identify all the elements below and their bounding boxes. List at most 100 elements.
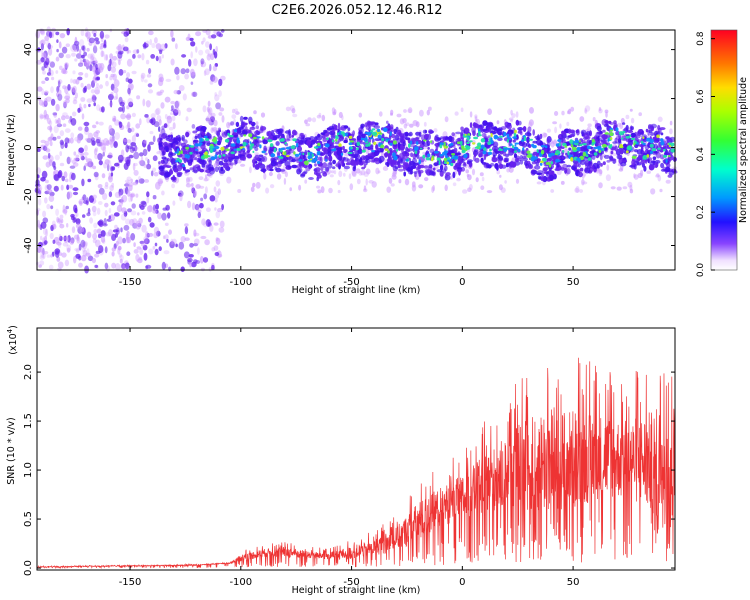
spectrogram-cell xyxy=(450,162,454,167)
spectrogram-cell xyxy=(214,145,220,150)
spectrogram-cell xyxy=(423,142,430,147)
spectrogram-cell xyxy=(145,100,151,108)
spectrogram-cell xyxy=(276,151,281,156)
spectrogram-cell xyxy=(481,176,485,182)
spectrogram-cell xyxy=(158,161,161,165)
spectrogram-cell xyxy=(343,139,348,144)
spectrogram-cell xyxy=(490,137,493,143)
spectrogram-cell xyxy=(631,159,636,166)
spectrogram-cell xyxy=(616,186,622,191)
spectrogram-cell xyxy=(583,133,590,140)
spectrogram-cell xyxy=(169,241,175,249)
spectrogram-cell xyxy=(444,165,448,172)
spectrogram-cell xyxy=(56,48,59,53)
spectrogram-cell xyxy=(368,180,374,184)
spectrogram-cell xyxy=(62,209,68,214)
spectrogram-cell xyxy=(230,151,235,155)
spectrogram-cell xyxy=(43,90,49,95)
spectrogram-cell xyxy=(58,252,63,256)
spectrogram-cell xyxy=(661,138,664,142)
spectrogram-cell xyxy=(215,237,219,242)
spectrogram-cell xyxy=(109,58,112,66)
spectrogram-cell xyxy=(95,138,101,144)
spectrogram-cell xyxy=(114,232,118,238)
spectrogram-cell xyxy=(398,168,404,172)
spectrogram-cell xyxy=(93,171,99,178)
spectrogram-cell xyxy=(197,247,200,255)
spectrogram-cell xyxy=(132,181,138,186)
snr-series-line xyxy=(36,357,676,570)
spectrogram-cell xyxy=(250,143,255,147)
spectrogram-cell xyxy=(466,142,470,145)
spectrogram-cell xyxy=(157,178,164,185)
spectrogram-cell xyxy=(176,75,180,81)
spectrogram-cell xyxy=(255,121,259,126)
spectrogram-cell xyxy=(622,186,628,190)
spectrogram-cell xyxy=(373,141,377,145)
spectrogram-cell xyxy=(181,54,187,58)
spectrogram-cell xyxy=(80,254,87,262)
spectrogram-cell xyxy=(369,130,374,133)
spectrogram-cell xyxy=(83,127,90,135)
spectrogram-cell xyxy=(150,113,156,119)
spectrogram-cell xyxy=(74,48,78,52)
spectrogram-cell xyxy=(260,168,267,172)
spectrogram-cell xyxy=(235,111,240,115)
spectrogram-cell xyxy=(92,165,97,170)
spectrogram-cell xyxy=(669,120,673,126)
spectrogram-cell xyxy=(519,159,524,165)
spectrogram-cell xyxy=(222,154,226,157)
spectrogram-cell xyxy=(94,86,100,95)
spectrogram-cell xyxy=(596,125,602,132)
spectrogram-cell xyxy=(305,137,311,141)
spectrogram-cell xyxy=(108,176,113,180)
spectrogram-cell xyxy=(609,144,613,148)
spectrogram-cell xyxy=(50,98,56,106)
spectrogram-cell xyxy=(348,142,353,146)
spectrogram-cell xyxy=(566,164,572,168)
spectrogram-cell xyxy=(102,239,106,245)
spectrogram-cell xyxy=(455,131,462,135)
spectrogram-cell xyxy=(92,76,96,82)
spectrogram-cell xyxy=(38,264,42,268)
spectrogram-cell xyxy=(178,109,181,116)
spectrogram-cell xyxy=(163,250,170,255)
spectrogram-cell xyxy=(156,151,162,155)
spectrogram-cell xyxy=(586,145,591,150)
spectrogram-cell xyxy=(532,151,539,156)
spectrogram-cell xyxy=(381,137,385,142)
spectrogram-cell xyxy=(294,153,300,157)
spectrogram-cell xyxy=(310,139,317,144)
spectrogram-cell xyxy=(214,94,220,102)
spectrogram-cell xyxy=(480,185,485,190)
spectrogram-cell xyxy=(649,138,654,144)
spectrogram-cell xyxy=(221,115,225,123)
spectrogram-cell xyxy=(477,151,484,155)
spectrogram-cell xyxy=(131,135,136,143)
spectrogram-cell xyxy=(145,59,150,65)
spectrogram-cell xyxy=(217,136,223,141)
spectrogram-cell xyxy=(583,145,588,151)
spectrogram-cell xyxy=(517,148,521,153)
spectrogram-cell xyxy=(249,145,253,150)
spectrogram-cell xyxy=(425,157,431,161)
spectrogram-cell xyxy=(100,230,106,238)
spectrogram-cell xyxy=(224,138,230,143)
spectrogram-cell xyxy=(195,31,202,37)
spectrogram-cell xyxy=(399,135,405,142)
spectrogram-cell xyxy=(486,190,493,194)
spectrogram-cell xyxy=(173,106,180,113)
spectrogram-cell xyxy=(292,113,298,118)
spectrogram-cell xyxy=(186,144,190,148)
spectrogram-cell xyxy=(201,160,207,165)
spectrogram-cell xyxy=(546,128,552,133)
spectrogram-cell xyxy=(191,124,196,129)
spectrogram-cell xyxy=(514,144,517,147)
spectrogram-cell xyxy=(345,162,352,166)
spectrogram-cell xyxy=(481,162,487,165)
spectrogram-cell xyxy=(128,101,134,108)
spectrogram-cell xyxy=(473,136,479,140)
spectrogram-cell xyxy=(598,137,602,141)
spectrogram-cell xyxy=(186,107,192,113)
spectrogram-cell xyxy=(494,163,499,169)
